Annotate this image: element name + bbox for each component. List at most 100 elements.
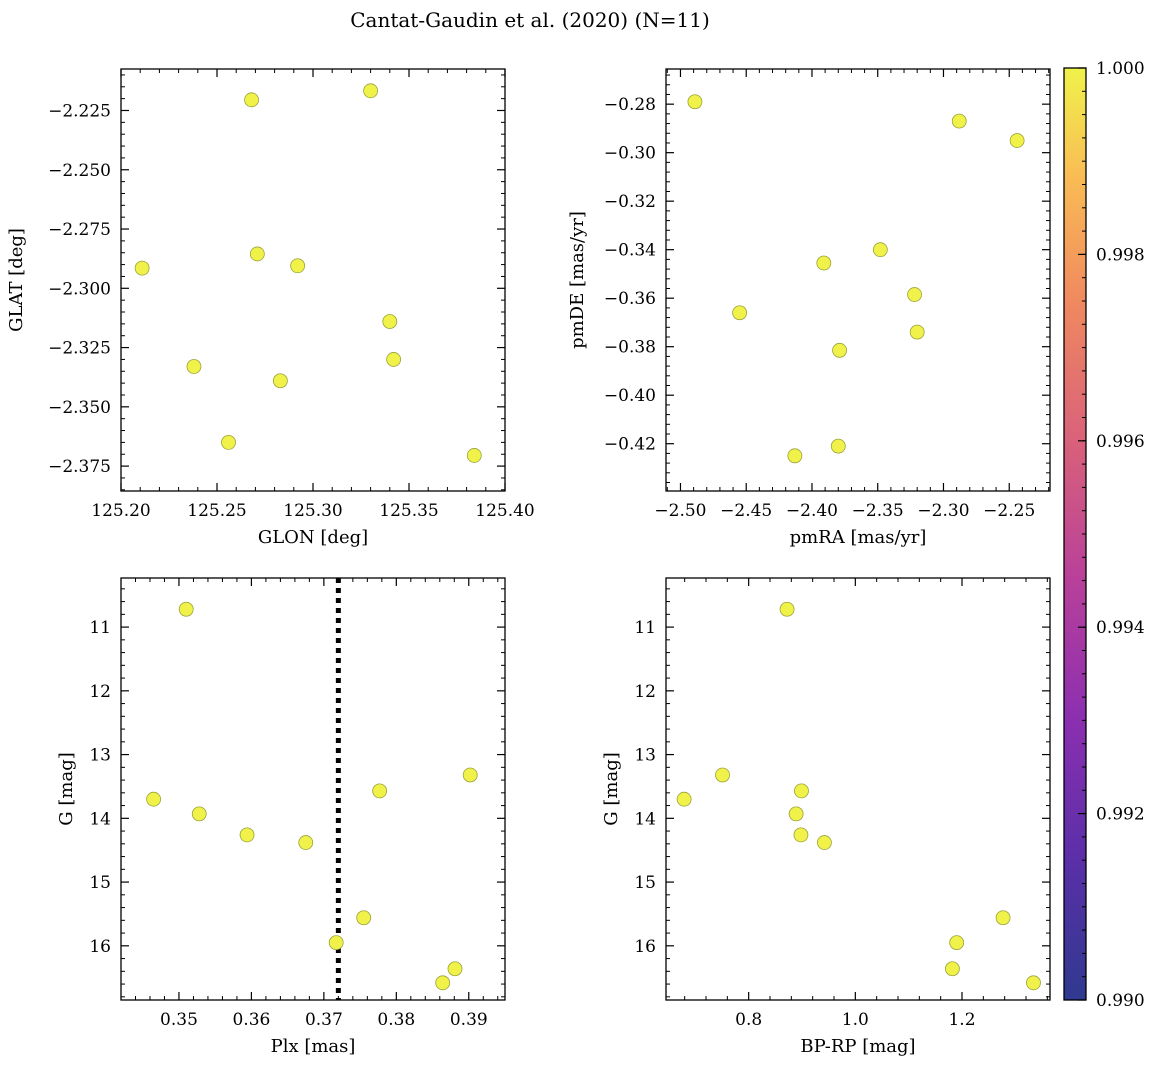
data-point bbox=[239, 827, 255, 843]
y-tick-label: −0.34 bbox=[604, 241, 656, 261]
data-point bbox=[676, 791, 692, 807]
x-tick-label: 0.38 bbox=[377, 1010, 415, 1030]
x-tick-label: 0.36 bbox=[232, 1010, 270, 1030]
axes-frame bbox=[665, 68, 1051, 492]
y-tick-label: −2.375 bbox=[48, 457, 111, 477]
y-tick-label: 16 bbox=[634, 937, 656, 957]
data-point bbox=[298, 835, 314, 850]
y-tick-label: 14 bbox=[634, 809, 656, 829]
data-point bbox=[687, 94, 703, 110]
colorbar-tick-label: 0.994 bbox=[1096, 618, 1145, 638]
data-point bbox=[793, 827, 809, 843]
data-point bbox=[794, 783, 809, 799]
data-point bbox=[435, 975, 451, 991]
y-axis-label: G [mag] bbox=[56, 752, 77, 825]
y-tick-label: −0.30 bbox=[604, 144, 656, 164]
y-tick-label: 12 bbox=[634, 682, 656, 702]
data-point bbox=[949, 935, 965, 951]
x-axis-label: GLON [deg] bbox=[258, 527, 368, 548]
y-tick-label: −0.38 bbox=[604, 338, 656, 358]
x-tick-label: −2.40 bbox=[786, 501, 838, 521]
y-tick-label: −0.40 bbox=[604, 386, 656, 406]
data-point bbox=[372, 783, 388, 799]
y-tick-label: 15 bbox=[89, 873, 111, 893]
x-tick-label: 1.0 bbox=[842, 1010, 869, 1030]
x-tick-label: 125.20 bbox=[91, 501, 150, 521]
x-tick-label: 125.40 bbox=[475, 501, 534, 521]
data-point bbox=[779, 601, 795, 617]
data-point bbox=[462, 767, 478, 783]
data-point bbox=[832, 342, 847, 358]
data-point bbox=[945, 961, 960, 977]
y-axis-label: pmDE [mas/yr] bbox=[567, 211, 588, 349]
data-point bbox=[328, 935, 344, 951]
y-tick-label: −2.300 bbox=[48, 279, 111, 299]
y-axis-label: GLAT [deg] bbox=[6, 228, 27, 332]
data-point bbox=[249, 246, 265, 262]
x-tick-label: 125.25 bbox=[187, 501, 246, 521]
figure-title: Cantat-Gaudin et al. (2020) (N=11) bbox=[350, 8, 710, 32]
y-tick-label: 11 bbox=[89, 618, 111, 638]
data-point bbox=[1009, 133, 1025, 148]
y-tick-label: 14 bbox=[89, 809, 111, 829]
x-tick-label: −2.30 bbox=[917, 501, 969, 521]
data-point bbox=[1026, 975, 1041, 991]
data-point bbox=[186, 359, 202, 374]
data-point bbox=[134, 260, 150, 276]
panel-bprp-g: 0.8 1.0 1.2 11 12 13 14 15 16 BP-RP [mag] G [mag] bbox=[601, 577, 1051, 1057]
data-point bbox=[788, 806, 804, 822]
y-tick-label: 13 bbox=[634, 746, 656, 766]
y-tick-label: −0.32 bbox=[604, 192, 656, 212]
x-tick-label: 125.30 bbox=[283, 501, 342, 521]
data-point bbox=[221, 434, 236, 450]
data-point bbox=[787, 448, 803, 464]
y-tick-label: −2.325 bbox=[48, 339, 111, 359]
y-tick-label: −2.225 bbox=[48, 101, 111, 121]
data-point bbox=[995, 910, 1011, 926]
data-point bbox=[191, 806, 207, 822]
y-tick-label: −2.250 bbox=[48, 161, 111, 181]
data-point bbox=[907, 287, 922, 302]
data-point bbox=[244, 92, 259, 108]
y-tick-label: 16 bbox=[89, 937, 111, 957]
plot-grid: 125.20 125.25 125.30 125.35 125.40 −2.225 −2.2… bbox=[6, 68, 1051, 1057]
axes-frame bbox=[665, 577, 1051, 1001]
y-tick-label: 11 bbox=[634, 618, 656, 638]
data-point bbox=[830, 438, 846, 454]
axes-frame bbox=[120, 68, 506, 492]
colorbar-tick-label: 0.998 bbox=[1096, 245, 1145, 265]
panel-plx-g: 0.35 0.36 0.37 0.38 0.39 11 12 13 14 15 16 Plx [mas… bbox=[56, 577, 506, 1057]
y-tick-label: −0.42 bbox=[604, 435, 656, 455]
data-point bbox=[272, 373, 288, 389]
x-axis-label: Plx [mas] bbox=[271, 1036, 356, 1057]
x-tick-label: 0.8 bbox=[735, 1010, 762, 1030]
data-point bbox=[732, 305, 748, 321]
x-axis-label: pmRA [mas/yr] bbox=[790, 527, 927, 548]
panel-glon-glat: 125.20 125.25 125.30 125.35 125.40 −2.225 −2.2… bbox=[6, 68, 535, 548]
y-tick-label: −0.36 bbox=[604, 289, 656, 309]
y-tick-label: −2.350 bbox=[48, 398, 111, 418]
y-tick-label: 13 bbox=[89, 746, 111, 766]
data-point bbox=[447, 961, 463, 977]
data-point bbox=[817, 835, 832, 850]
x-tick-label: 0.37 bbox=[305, 1010, 343, 1030]
x-axis-label: BP-RP [mag] bbox=[800, 1036, 915, 1057]
data-point bbox=[715, 767, 730, 783]
x-tick-label: −2.25 bbox=[983, 501, 1035, 521]
data-point bbox=[382, 314, 398, 329]
data-point bbox=[816, 255, 832, 271]
data-point bbox=[951, 113, 967, 129]
x-tick-label: 0.35 bbox=[160, 1010, 198, 1030]
axes-frame bbox=[120, 577, 506, 1001]
y-axis-label: G [mag] bbox=[601, 752, 622, 825]
data-point bbox=[363, 83, 379, 99]
panel-pmra-pmde: −2.50 −2.45 −2.40 −2.35 −2.30 −2.25 −0.28 −0.30… bbox=[567, 68, 1051, 548]
data-point bbox=[146, 791, 162, 807]
y-tick-label: −2.275 bbox=[48, 220, 111, 240]
y-tick-label: 15 bbox=[634, 873, 656, 893]
x-tick-label: −2.50 bbox=[654, 501, 706, 521]
data-point bbox=[909, 324, 925, 340]
colorbar-tick-label: 0.996 bbox=[1096, 432, 1145, 452]
x-tick-label: 1.2 bbox=[948, 1010, 975, 1030]
x-tick-label: −2.45 bbox=[720, 501, 772, 521]
